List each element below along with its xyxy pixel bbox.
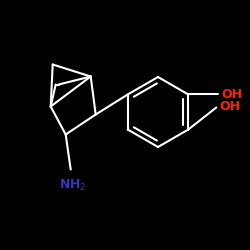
Text: OH: OH [221,88,242,101]
Text: OH: OH [219,100,240,113]
Text: NH$_2$: NH$_2$ [59,178,86,192]
